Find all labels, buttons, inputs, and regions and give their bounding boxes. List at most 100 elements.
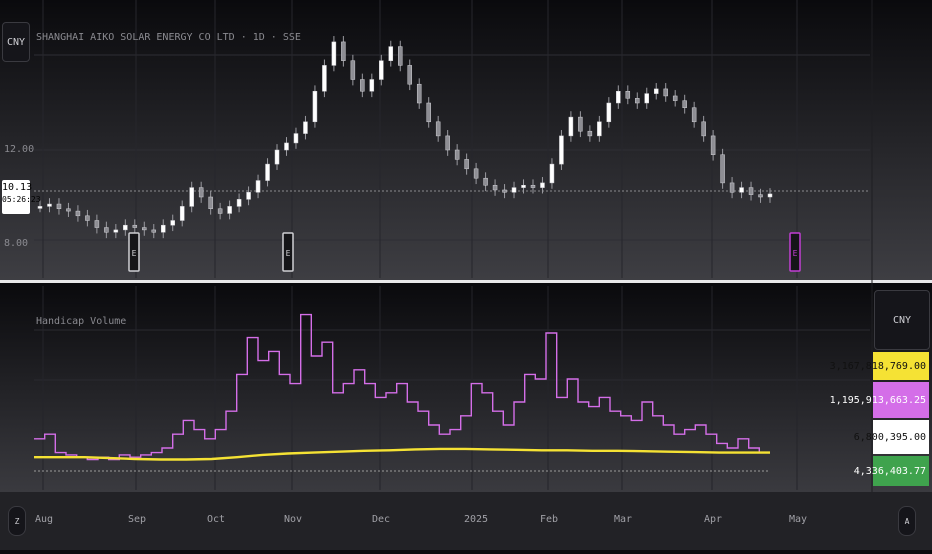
candle	[587, 125, 593, 142]
candle	[435, 115, 441, 142]
currency-button-bottom[interactable]: CNY	[874, 290, 930, 350]
price-pane-bg	[0, 0, 932, 280]
candle	[663, 83, 668, 102]
candle	[312, 85, 318, 128]
candle-body	[758, 194, 763, 198]
candle-body	[379, 60, 384, 80]
earnings-marker-label: E	[132, 249, 137, 258]
indicator-title: Handicap Volume	[36, 316, 127, 327]
candle	[578, 111, 583, 138]
x-tick-sep: Sep	[128, 514, 147, 525]
symbol-title: SHANGHAI AIKO SOLAR ENERGY CO LTD · 1D ·…	[36, 32, 301, 43]
candle	[426, 97, 431, 128]
candle	[217, 202, 223, 220]
candle-body	[473, 168, 479, 179]
candle	[445, 130, 450, 156]
candle	[47, 198, 52, 213]
bottom-left-icon[interactable]: Z	[8, 506, 26, 536]
candle	[644, 87, 650, 109]
candle-body	[767, 193, 773, 198]
candle	[37, 200, 43, 213]
volume-series	[34, 313, 770, 461]
candle-body	[322, 65, 327, 92]
candle-body	[350, 60, 356, 80]
candle	[94, 214, 100, 234]
x-tick-2025: 2025	[464, 514, 489, 525]
candle	[398, 40, 403, 72]
candle	[274, 144, 280, 170]
candle-body	[179, 206, 185, 221]
candle-body	[388, 46, 394, 61]
candle	[540, 177, 545, 194]
candle	[236, 193, 242, 213]
candle	[454, 144, 460, 166]
candle	[720, 148, 725, 189]
candle-body	[521, 185, 526, 188]
price-tick-12: 12.00	[4, 144, 35, 155]
candle	[265, 158, 270, 187]
candle-body	[151, 229, 157, 233]
candle-body	[37, 206, 43, 209]
candle-body	[587, 130, 593, 137]
earnings-marker-label: E	[286, 249, 291, 258]
candle-body	[616, 91, 621, 104]
candle-body	[530, 185, 536, 188]
candle	[530, 179, 536, 194]
candle-body	[312, 91, 318, 123]
candle	[331, 36, 337, 72]
candle	[672, 90, 678, 107]
candle-body	[265, 163, 270, 181]
candle-body	[94, 220, 100, 228]
volume-average-line	[34, 447, 770, 461]
candle	[113, 224, 119, 239]
candle-body	[360, 79, 365, 92]
candle-body	[132, 224, 138, 228]
candle	[625, 85, 631, 105]
candle-body	[644, 93, 650, 104]
candle-body	[246, 192, 251, 200]
candle-body	[113, 229, 119, 233]
candle-body	[445, 135, 450, 151]
candle	[208, 191, 213, 215]
candle	[369, 73, 375, 98]
candle-body	[672, 95, 678, 101]
candle-body	[663, 88, 668, 97]
candle-body	[625, 91, 631, 99]
candle-body	[691, 107, 697, 123]
candle-body	[293, 133, 299, 144]
candle-body	[549, 163, 555, 184]
candle	[104, 221, 109, 239]
candle-body	[720, 154, 725, 184]
candle	[729, 177, 735, 199]
candle	[473, 162, 479, 185]
volume-line	[34, 313, 770, 461]
bottom-right-icon[interactable]: A	[898, 506, 916, 536]
x-tick-dec: Dec	[372, 514, 391, 525]
candle-body	[104, 227, 109, 233]
earnings-marker-2: E	[789, 232, 801, 272]
countdown-value: 05:26:23	[2, 195, 41, 204]
x-tick-oct: Oct	[207, 514, 226, 525]
candle	[511, 181, 517, 199]
pane-divider[interactable]	[0, 280, 932, 283]
candle-body	[426, 102, 431, 123]
candle-body	[540, 182, 545, 188]
last-price-label: 10.13 05:26:23	[2, 180, 41, 214]
earnings-marker-box	[789, 232, 801, 272]
x-tick-apr: Apr	[704, 514, 723, 525]
candle-body	[407, 65, 412, 85]
earnings-marker-1: E	[282, 232, 294, 272]
candle-body	[682, 100, 687, 108]
candle	[483, 172, 488, 192]
candle-body	[568, 116, 574, 137]
currency-button-top[interactable]: CNY	[2, 22, 30, 62]
candle	[748, 181, 754, 201]
candle	[189, 181, 194, 213]
candle-body	[284, 142, 289, 151]
x-tick-feb: Feb	[540, 514, 559, 525]
candle-body	[160, 224, 166, 233]
candle-body	[369, 79, 375, 92]
candle	[521, 179, 526, 194]
